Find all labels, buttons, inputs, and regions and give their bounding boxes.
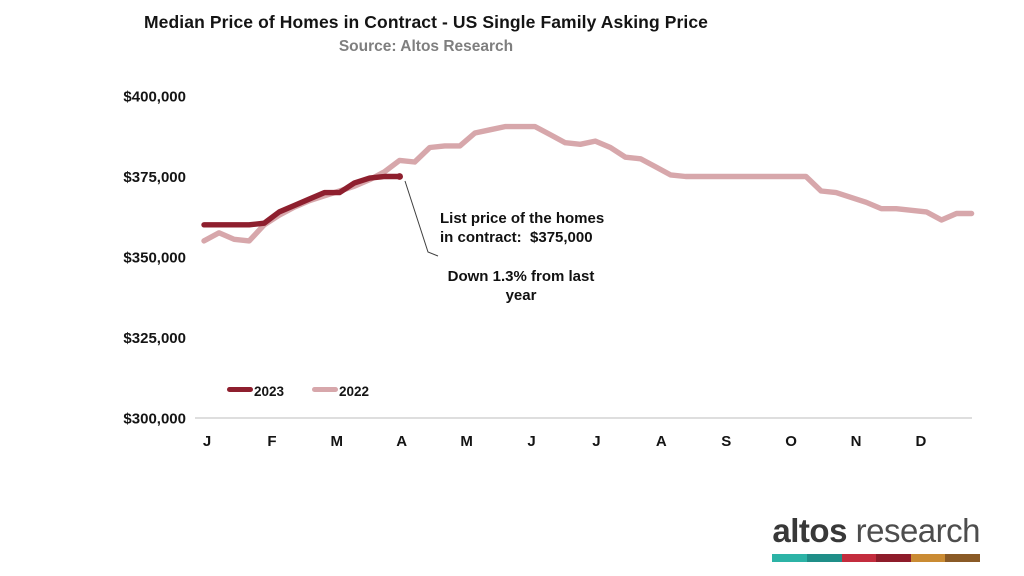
x-axis-month-label: S xyxy=(721,433,731,450)
chart-header: Median Price of Homes in Contract - US S… xyxy=(0,12,852,56)
annotation-list-price: List price of the homes in contract: $37… xyxy=(440,209,604,247)
x-axis-month-label: F xyxy=(267,433,276,450)
annotation-down-percent: Down 1.3% from last year xyxy=(426,267,616,305)
brand-bar-segment-2 xyxy=(807,554,842,562)
brand-name-bold: altos xyxy=(772,512,847,549)
y-axis-tick-label: $300,000 xyxy=(123,411,186,428)
brand-name-light: research xyxy=(855,512,981,549)
legend-label-2022: 2022 xyxy=(339,384,369,399)
y-axis-tick-label: $350,000 xyxy=(123,250,186,267)
chart-svg: $400,000 $375,000 $350,000 $325,000 $300,000… xyxy=(123,89,975,450)
brand-bar-segment-1 xyxy=(772,554,807,562)
x-axis-month-label: D xyxy=(915,433,926,450)
brand-bar-segment-4 xyxy=(876,554,911,562)
x-axis-month-label: A xyxy=(396,433,407,450)
x-axis-month-label: O xyxy=(785,433,797,450)
annotation-leader-line xyxy=(404,180,439,257)
series-line-2023 xyxy=(201,173,403,228)
legend-swatch-2023 xyxy=(227,387,253,392)
x-axis-month-label: J xyxy=(592,433,600,450)
legend-label-2023: 2023 xyxy=(254,384,285,399)
x-axis-month-label: J xyxy=(203,433,211,450)
x-axis-month-label: M xyxy=(331,433,344,450)
annotation-line-3: Down 1.3% from last xyxy=(447,268,595,285)
y-axis-tick-label: $375,000 xyxy=(123,169,186,186)
x-axis-month-label: J xyxy=(527,433,535,450)
annotation-line-2: in contract: $375,000 xyxy=(440,229,593,246)
brand-bar-segment-5 xyxy=(910,554,946,562)
brand-name: altos research xyxy=(772,512,980,550)
brand-logo: altos research xyxy=(772,512,981,562)
annotation-line-4: year xyxy=(505,287,537,304)
brand-bar-segment-6 xyxy=(945,554,980,562)
brand-bar-segment-3 xyxy=(841,554,877,562)
y-axis-tick-label: $325,000 xyxy=(123,330,186,347)
chart-subtitle: Source: Altos Research xyxy=(338,38,514,55)
y-axis-tick-label: $400,000 xyxy=(123,89,186,106)
x-axis-month-label: M xyxy=(460,433,473,450)
brand-name-space xyxy=(847,512,856,549)
series-end-marker xyxy=(396,173,403,180)
legend-swatch-2022 xyxy=(312,387,338,392)
annotation-line-1: List price of the homes xyxy=(440,210,605,227)
x-axis-month-label: A xyxy=(656,433,667,450)
x-axis-month-label: N xyxy=(851,433,862,450)
chart-title: Median Price of Homes in Contract - US S… xyxy=(143,12,709,32)
brand-color-bar xyxy=(772,554,980,562)
